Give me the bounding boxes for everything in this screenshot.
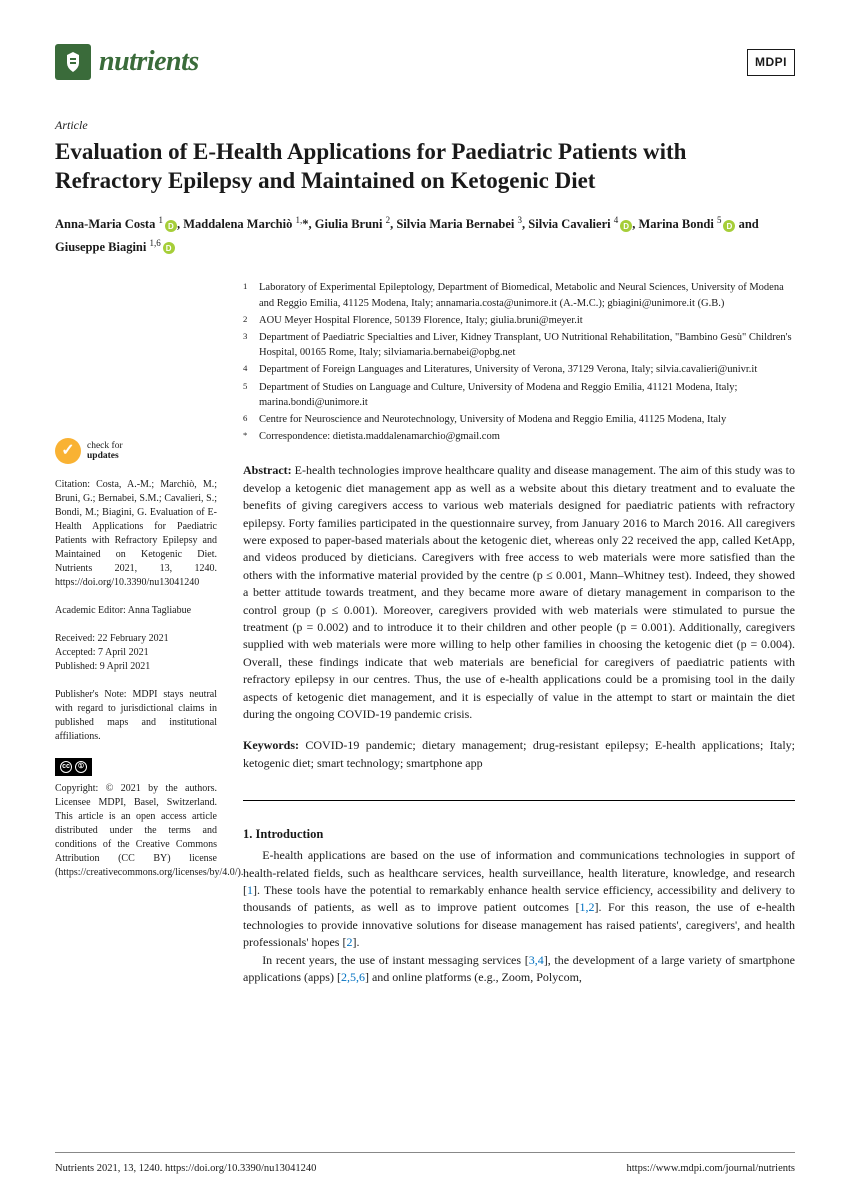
intro-para-1: E-health applications are based on the u…	[243, 847, 795, 951]
article-title: Evaluation of E-Health Applications for …	[55, 138, 795, 196]
check-icon: ✓	[55, 438, 81, 464]
divider	[243, 800, 795, 801]
header-bar: nutrients MDPI	[55, 42, 795, 83]
affiliation-row: 4Department of Foreign Languages and Lit…	[243, 362, 795, 377]
affiliation-row: *Correspondence: dietista.maddalenamarch…	[243, 429, 795, 444]
check-updates-badge[interactable]: ✓ check for updates	[55, 438, 217, 464]
main-column: 1Laboratory of Experimental Epileptology…	[243, 280, 795, 986]
publisher-badge: MDPI	[747, 49, 795, 76]
citation-block: Citation: Costa, A.-M.; Marchiò, M.; Bru…	[55, 478, 217, 590]
affiliations-list: 1Laboratory of Experimental Epileptology…	[243, 280, 795, 444]
keywords-label: Keywords:	[243, 738, 299, 752]
affiliation-row: 1Laboratory of Experimental Epileptology…	[243, 280, 795, 310]
page-footer: Nutrients 2021, 13, 1240. https://doi.or…	[55, 1152, 795, 1176]
journal-logo-icon	[55, 44, 91, 80]
keywords: Keywords: COVID-19 pandemic; dietary man…	[243, 737, 795, 772]
abstract: Abstract: E-health technologies improve …	[243, 462, 795, 723]
check-label-1: check for	[87, 441, 123, 451]
accepted-date: Accepted: 7 April 2021	[55, 646, 217, 660]
received-date: Received: 22 February 2021	[55, 632, 217, 646]
footer-left: Nutrients 2021, 13, 1240. https://doi.or…	[55, 1161, 316, 1176]
abstract-label: Abstract:	[243, 463, 292, 477]
authors-line: Anna-Maria Costa 1, Maddalena Marchiò 1,…	[55, 213, 795, 258]
sidebar: ✓ check for updates Citation: Costa, A.-…	[55, 280, 217, 986]
affiliation-row: 2AOU Meyer Hospital Florence, 50139 Flor…	[243, 313, 795, 328]
abstract-text: E-health technologies improve healthcare…	[243, 463, 795, 720]
editor-block: Academic Editor: Anna Tagliabue	[55, 604, 217, 618]
journal-name: nutrients	[99, 42, 199, 83]
publisher-note: Publisher's Note: MDPI stays neutral wit…	[55, 688, 217, 744]
affiliation-row: 3Department of Paediatric Specialties an…	[243, 330, 795, 360]
check-label-2: updates	[87, 451, 123, 461]
journal-block: nutrients	[55, 42, 199, 83]
section-1-heading: 1. Introduction	[243, 825, 795, 843]
cc-by-badge: cc①	[55, 758, 92, 776]
keywords-text: COVID-19 pandemic; dietary management; d…	[243, 738, 795, 769]
intro-para-2: In recent years, the use of instant mess…	[243, 952, 795, 987]
article-type: Article	[55, 117, 795, 134]
affiliation-row: 5Department of Studies on Language and C…	[243, 380, 795, 410]
published-date: Published: 9 April 2021	[55, 660, 217, 674]
affiliation-row: 6Centre for Neuroscience and Neurotechno…	[243, 412, 795, 427]
copyright-block: Copyright: © 2021 by the authors. Licens…	[55, 782, 217, 880]
footer-right: https://www.mdpi.com/journal/nutrients	[627, 1161, 795, 1176]
dates-block: Received: 22 February 2021 Accepted: 7 A…	[55, 632, 217, 674]
